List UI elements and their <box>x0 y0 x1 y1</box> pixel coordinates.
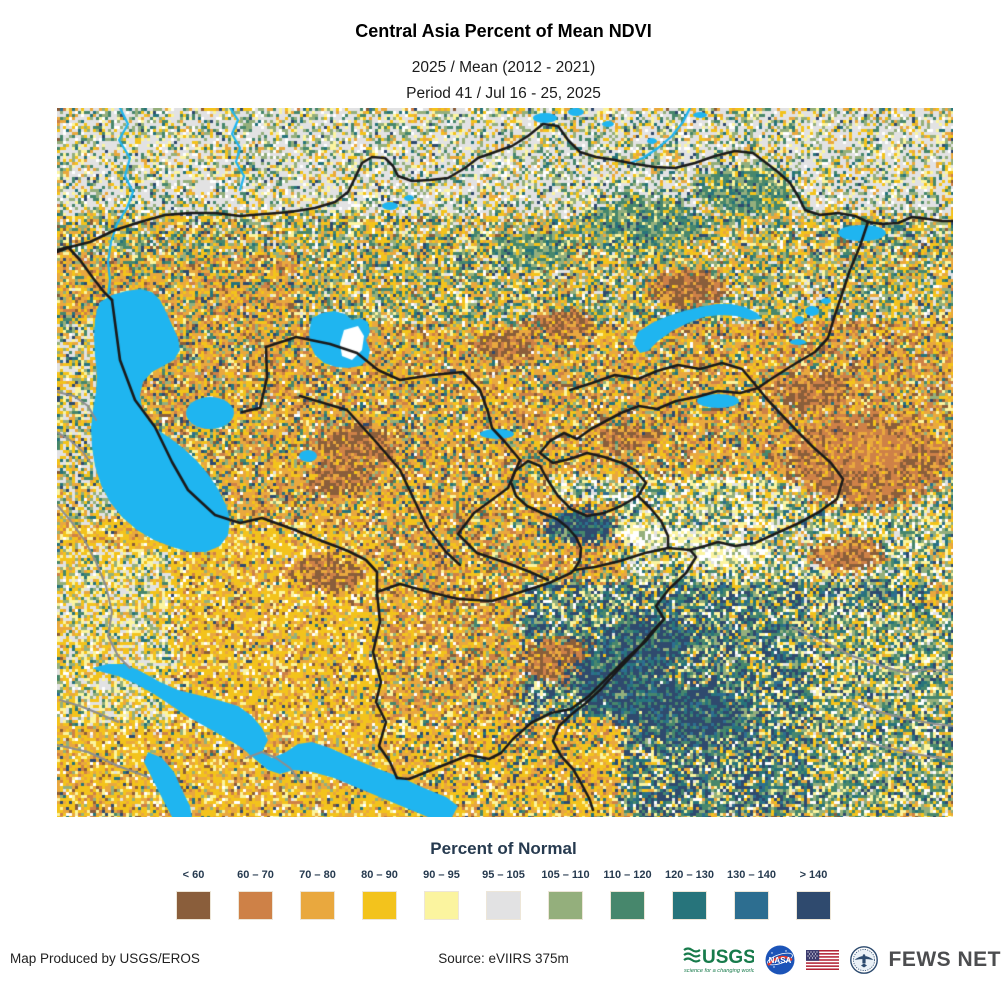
legend-item: 90 – 95 <box>411 869 473 920</box>
legend-item-label: 90 – 95 <box>423 869 460 881</box>
usgs-wordmark: USGS <box>702 947 754 968</box>
legend-row: < 60 60 – 70 70 – 80 80 – 90 90 – 95 95 – 105… <box>0 869 1007 920</box>
legend-item: 80 – 90 <box>349 869 411 920</box>
legend-item-swatch <box>238 891 273 920</box>
subtitle-comparison: 2025 / Mean (2012 - 2021) <box>411 59 596 76</box>
legend-item-label: 105 – 110 <box>541 869 590 881</box>
legend-item-swatch <box>424 891 459 920</box>
legend-item-label: < 60 <box>182 869 205 881</box>
subtitle-period: Period 41 / Jul 16 - 25, 2025 <box>406 85 601 102</box>
page-title: Central Asia Percent of Mean NDVI <box>355 21 652 41</box>
legend-item: 120 – 130 <box>659 869 721 920</box>
legend-item: 60 – 70 <box>225 869 287 920</box>
legend-item: 105 – 110 <box>535 869 597 920</box>
nasa-wordmark: NASA <box>768 956 791 965</box>
us-flag <box>805 950 839 970</box>
fews-net-wordmark: FEWS NET <box>888 948 1001 971</box>
legend-item-label: 120 – 130 <box>665 869 714 881</box>
central-asia-ndvi-map <box>57 108 953 817</box>
nasa-logo: NASA <box>765 945 794 975</box>
legend-item-label: 70 – 80 <box>299 869 336 881</box>
legend-item-swatch <box>486 891 521 920</box>
map-credit: Map Produced by USGS/EROS <box>10 951 200 966</box>
legend-item-swatch <box>362 891 397 920</box>
legend-item-swatch <box>548 891 583 920</box>
legend-item: 95 – 105 <box>473 869 535 920</box>
legend-item: 130 – 140 <box>721 869 783 920</box>
legend-item-label: > 140 <box>799 869 828 881</box>
legend-item-swatch <box>300 891 335 920</box>
legend-item: < 60 <box>163 869 225 920</box>
data-source: Source: eVIIRS 375m <box>438 951 569 966</box>
state-dept-seal <box>849 946 878 974</box>
legend-title: Percent of Normal <box>430 839 577 858</box>
legend-item-label: 130 – 140 <box>727 869 776 881</box>
partner-logos: USGS science for a changing world NASA <box>682 942 1002 978</box>
map-container <box>57 108 953 817</box>
legend-item: 110 – 120 <box>597 869 659 920</box>
legend-item-label: 95 – 105 <box>482 869 525 881</box>
legend-item-swatch <box>610 891 645 920</box>
legend-item: 70 – 80 <box>287 869 349 920</box>
legend-item-swatch <box>734 891 769 920</box>
legend-item-label: 80 – 90 <box>361 869 398 881</box>
legend-item: > 140 <box>783 869 845 920</box>
legend-item-swatch <box>796 891 831 920</box>
legend-item-swatch <box>672 891 707 920</box>
legend-item-label: 60 – 70 <box>237 869 274 881</box>
legend-item-label: 110 – 120 <box>603 869 652 881</box>
usgs-tagline: science for a changing world <box>684 968 754 974</box>
usgs-logo: USGS science for a changing world <box>682 947 754 974</box>
legend-item-swatch <box>176 891 211 920</box>
